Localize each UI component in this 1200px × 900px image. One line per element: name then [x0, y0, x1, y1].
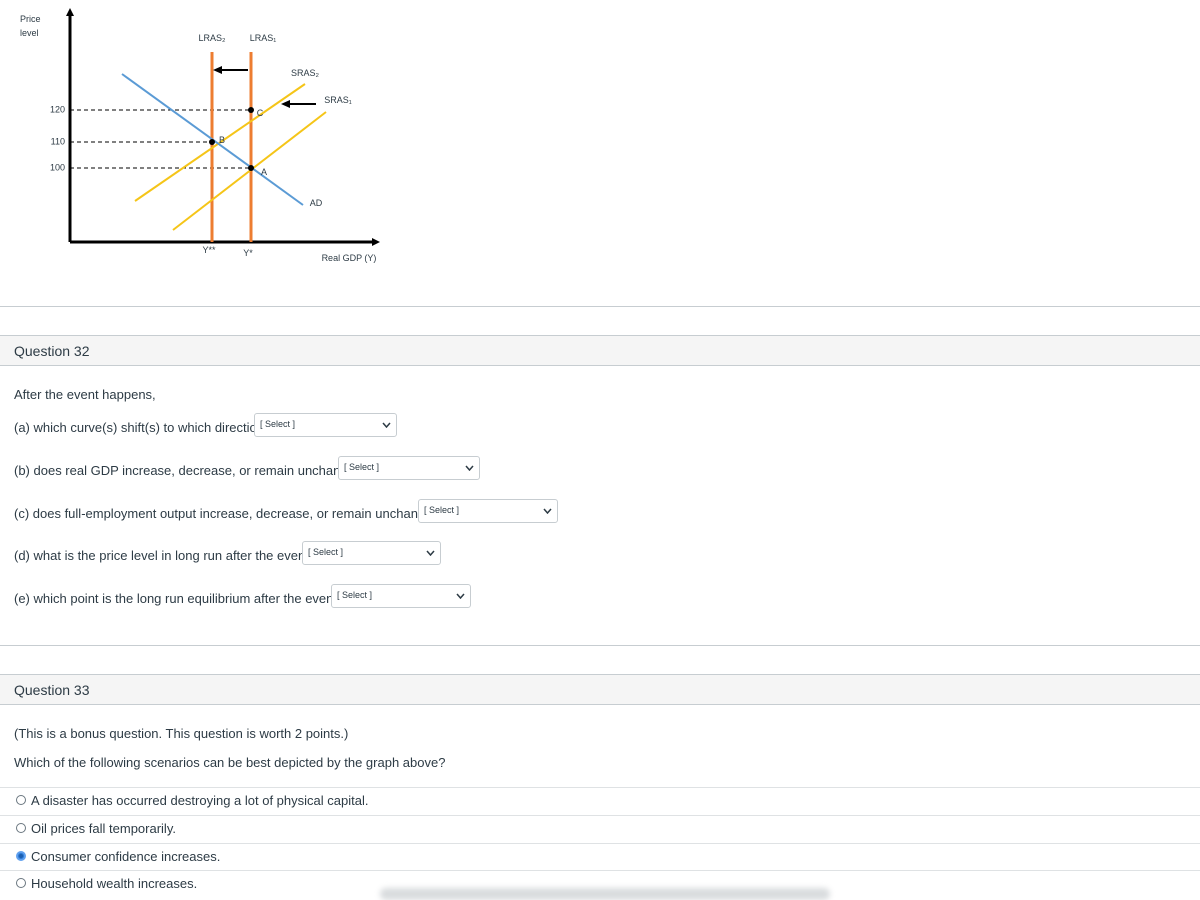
curve-label: AD	[310, 198, 323, 208]
shift-arrow-head	[213, 66, 222, 74]
answer-option[interactable]: Household wealth increases.	[14, 876, 614, 894]
option-divider	[0, 843, 1200, 844]
ad-as-graph: Price level 120 110 100 LRAS₂ LRAS₁ SRAS…	[20, 8, 380, 263]
answer-option[interactable]: Consumer confidence increases.	[14, 849, 614, 867]
point-label: C	[257, 108, 264, 118]
axis-arrow	[66, 8, 74, 16]
answer-option[interactable]: A disaster has occurred destroying a lot…	[14, 793, 614, 811]
select-dropdown[interactable]: [ Select ]	[254, 413, 397, 437]
radio-button[interactable]	[16, 823, 26, 833]
answer-option[interactable]: Oil prices fall temporarily.	[14, 821, 614, 839]
divider	[0, 645, 1200, 646]
question-title: Question 33	[14, 682, 90, 698]
option-divider	[0, 815, 1200, 816]
radio-button[interactable]	[16, 851, 26, 861]
chevron	[426, 550, 435, 556]
select-dropdown[interactable]: [ Select ]	[331, 584, 471, 608]
select-dropdown[interactable]: [ Select ]	[338, 456, 480, 480]
point-c	[248, 107, 254, 113]
curve-label: SRAS₁	[324, 95, 352, 105]
option-label: Household wealth increases.	[31, 876, 198, 891]
x-axis-label: Real GDP (Y)	[322, 253, 377, 263]
sras2-curve	[134, 83, 306, 202]
select-placeholder: [ Select ]	[260, 419, 296, 429]
scroll-shadow	[380, 888, 830, 900]
question-part: (a) which curve(s) shift(s) to which dir…	[14, 420, 272, 435]
question-header: Question 32	[0, 335, 1200, 366]
question-part: (c) does full-employment output increase…	[14, 506, 447, 521]
curve-label: LRAS₂	[198, 33, 226, 43]
curve-label: LRAS₁	[250, 33, 277, 43]
tick-label: 100	[50, 162, 65, 172]
tick-label: 110	[51, 136, 65, 146]
output-label: Y**	[202, 245, 216, 255]
radio-button[interactable]	[16, 795, 26, 805]
question-text: Which of the following scenarios can be …	[14, 755, 446, 770]
output-label: Y*	[243, 248, 253, 258]
question-header: Question 33	[0, 674, 1200, 705]
point-label: A	[261, 167, 267, 177]
select-placeholder: [ Select ]	[344, 462, 380, 472]
shift-arrow-head	[281, 100, 290, 108]
chevron	[456, 593, 465, 599]
question-text: (This is a bonus question. This question…	[14, 726, 349, 741]
radio-button[interactable]	[16, 878, 26, 888]
point-label: B	[219, 135, 225, 145]
y-axis-label: Price	[20, 14, 41, 24]
question-intro: After the event happens,	[14, 387, 156, 402]
option-divider	[0, 870, 1200, 871]
question-part: (e) which point is the long run equilibr…	[14, 591, 345, 606]
question-part: (d) what is the price level in long run …	[14, 548, 317, 563]
option-label: Oil prices fall temporarily.	[31, 821, 176, 836]
sras1-curve	[172, 111, 327, 231]
chevron	[465, 465, 474, 471]
select-placeholder: [ Select ]	[308, 547, 344, 557]
point-b	[209, 139, 215, 145]
select-dropdown[interactable]: [ Select ]	[418, 499, 558, 523]
question-title: Question 32	[14, 343, 90, 359]
point-a	[248, 165, 254, 171]
chevron	[382, 422, 391, 428]
axis-arrow	[372, 238, 380, 246]
question-part: (b) does real GDP increase, decrease, or…	[14, 463, 370, 478]
divider	[0, 306, 1200, 307]
option-label: A disaster has occurred destroying a lot…	[31, 793, 369, 808]
select-placeholder: [ Select ]	[424, 505, 460, 515]
curve-label: SRAS₂	[291, 68, 320, 78]
tick-label: 120	[50, 104, 65, 114]
option-label: Consumer confidence increases.	[31, 849, 221, 864]
select-placeholder: [ Select ]	[337, 590, 373, 600]
chevron	[543, 508, 552, 514]
select-dropdown[interactable]: [ Select ]	[302, 541, 441, 565]
y-axis-label: level	[20, 28, 39, 38]
option-divider	[0, 787, 1200, 788]
